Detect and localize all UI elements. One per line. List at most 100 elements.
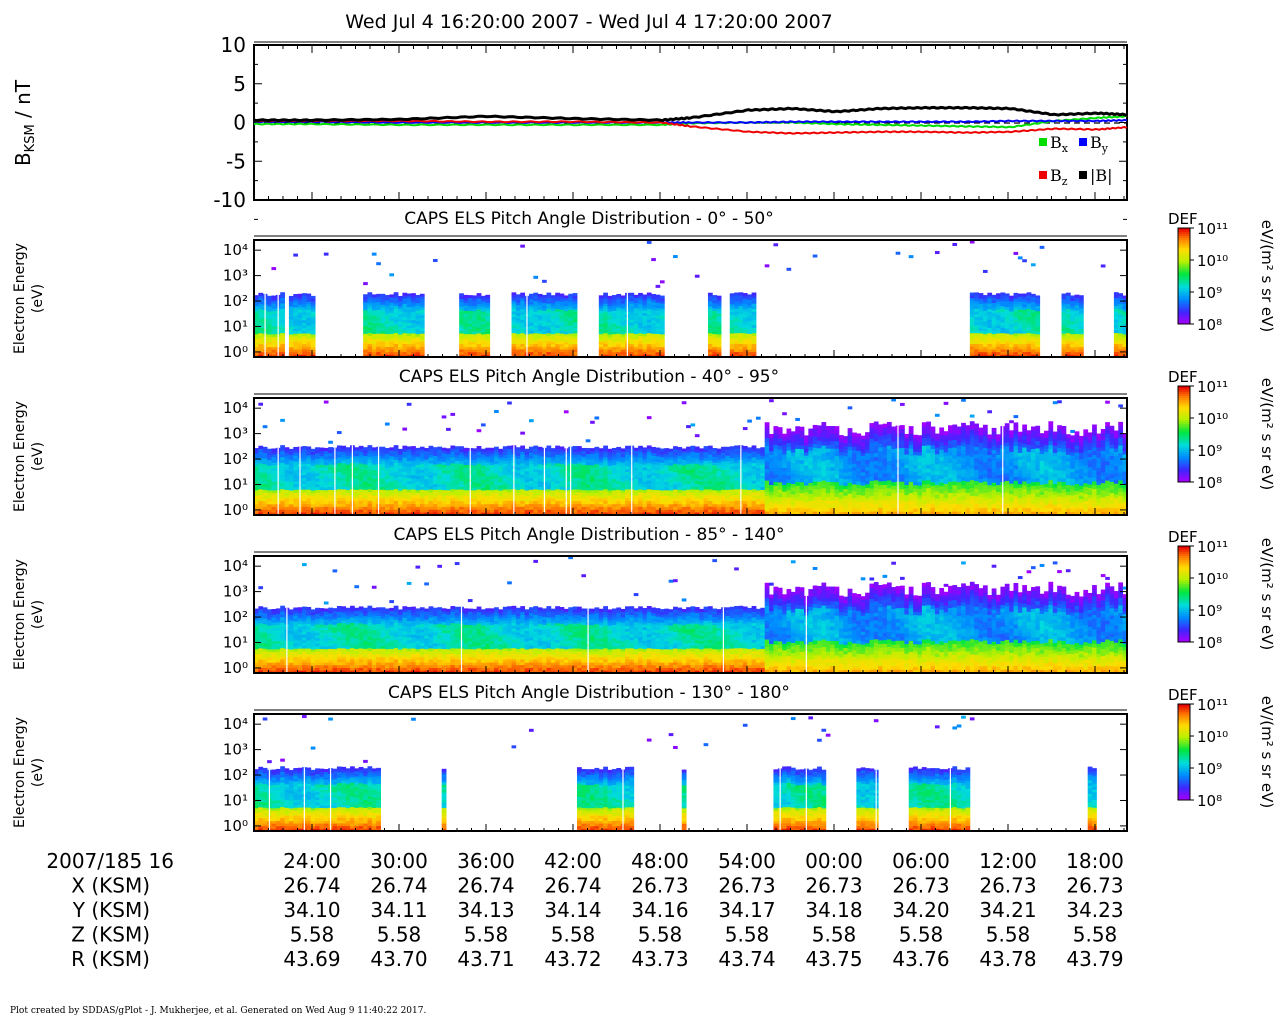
spectrogram-cell [616, 328, 622, 332]
spectrogram-cell [712, 326, 718, 330]
spectrogram-cell [398, 509, 403, 513]
spectrogram-cell [284, 464, 290, 468]
spectrogram-cell [267, 344, 272, 348]
spectrogram-cell [528, 322, 534, 326]
spectrogram-cell [633, 481, 639, 485]
spectrogram-cell [472, 295, 478, 299]
spectrogram-cell [293, 304, 299, 308]
spectrogram-cell [463, 305, 469, 309]
spectrogram-cell [489, 478, 495, 482]
spectrogram-cell [406, 469, 412, 473]
spectrogram-cell [262, 466, 268, 470]
spectrogram-cell [363, 464, 368, 468]
spectrogram-cell [563, 305, 569, 309]
spectrogram-cell [389, 461, 395, 465]
spectrogram-cell [598, 476, 604, 480]
spectrogram-cell [1017, 314, 1023, 318]
spectrogram-cell [485, 346, 491, 350]
spectrogram-cell [1004, 293, 1010, 297]
spectrogram-cell [546, 303, 552, 307]
spectrogram-cell [729, 349, 735, 353]
spectrogram-cell [494, 483, 499, 487]
spectrogram-cell [515, 483, 521, 488]
spectrogram-cell [607, 487, 613, 491]
spectrogram-cell [1113, 302, 1119, 307]
spectrogram-cell [302, 463, 307, 467]
spectrogram-cell [476, 341, 482, 345]
spectrogram-cell [642, 323, 648, 327]
spectrogram-cell [1017, 338, 1023, 342]
spectrogram-cell [642, 447, 648, 451]
spectrogram-cell [258, 292, 264, 296]
spectrogram-cell [533, 462, 539, 467]
spectrogram-cell [642, 312, 648, 316]
spectrogram-cell [646, 500, 652, 504]
spectrogram-cell [633, 300, 639, 304]
spectrogram-cell [467, 305, 473, 309]
spectrogram-cell [546, 306, 552, 310]
spectrogram-cell [607, 457, 613, 461]
spectrogram-cell [620, 487, 626, 491]
spectrogram-cell [393, 480, 399, 484]
spectrogram-cell [598, 344, 604, 348]
spectrogram-cell [734, 330, 739, 334]
spectrogram-cell [1113, 308, 1119, 312]
spectrogram-cell [371, 455, 377, 459]
spectrogram-cell [1013, 348, 1019, 353]
spectrogram-cell [459, 354, 464, 358]
spectrogram-cell [603, 351, 608, 355]
spectrogram-cell [389, 464, 395, 468]
spectrogram-cell [393, 319, 399, 323]
spectrogram-cell [354, 464, 360, 468]
spectrogram-cell [629, 330, 635, 334]
spectrogram-cell [380, 309, 386, 313]
spectrogram-cell [555, 348, 560, 353]
spectrogram-cell [428, 465, 434, 470]
spectrogram-cell [638, 509, 643, 513]
spectrogram-cell [319, 475, 325, 479]
spectrogram-cell [398, 462, 403, 466]
spectrogram-cell [1074, 328, 1080, 332]
spectrogram-cell [642, 481, 648, 485]
spectrogram-cell [550, 489, 556, 494]
spectrogram-cell [336, 500, 342, 504]
spectrogram-cell [563, 333, 569, 337]
spectrogram-cell [402, 319, 408, 323]
spectrogram-cell [659, 313, 665, 317]
spectrogram-cell [437, 469, 443, 473]
spectrogram-cell [642, 307, 648, 311]
spectrogram-cell [577, 454, 582, 458]
spectrogram-cell [267, 470, 272, 474]
spectrogram-cell [367, 465, 373, 469]
spectrogram-cell [1013, 251, 1019, 255]
spectrogram-cell [707, 306, 713, 310]
spectrogram-cell [310, 506, 316, 510]
spectrogram-cell [507, 448, 512, 452]
spectrogram-cell [515, 498, 521, 502]
spectrogram-cell [454, 480, 460, 484]
spectrogram-cell [729, 298, 735, 302]
spectrogram-cell [446, 459, 451, 463]
spectrogram-cell [480, 351, 486, 355]
spectrogram-cell [310, 334, 316, 338]
spectrogram-cell [528, 419, 534, 423]
spectrogram-cell [598, 339, 604, 342]
spectrogram-cell [607, 509, 613, 513]
spectrogram-cell [563, 310, 569, 314]
spectrogram-cell [450, 462, 456, 467]
spectrogram-cell [620, 318, 626, 322]
spectrogram-cell [520, 303, 526, 307]
spectrogram-cell [336, 459, 342, 464]
spectrogram-cell [258, 448, 264, 452]
spectrogram-cell [533, 451, 539, 455]
spectrogram-cell [712, 310, 718, 314]
spectrogram-cell [345, 461, 351, 465]
spectrogram-cell [384, 320, 390, 324]
spectrogram-cell [611, 512, 617, 516]
spectrogram-cell [978, 309, 984, 313]
spectrogram-cell [511, 340, 517, 344]
spectrogram-cell [511, 324, 517, 328]
spectrogram-cell [428, 468, 434, 473]
spectrogram-cell [646, 480, 652, 484]
spectrogram-cell [1070, 310, 1076, 314]
